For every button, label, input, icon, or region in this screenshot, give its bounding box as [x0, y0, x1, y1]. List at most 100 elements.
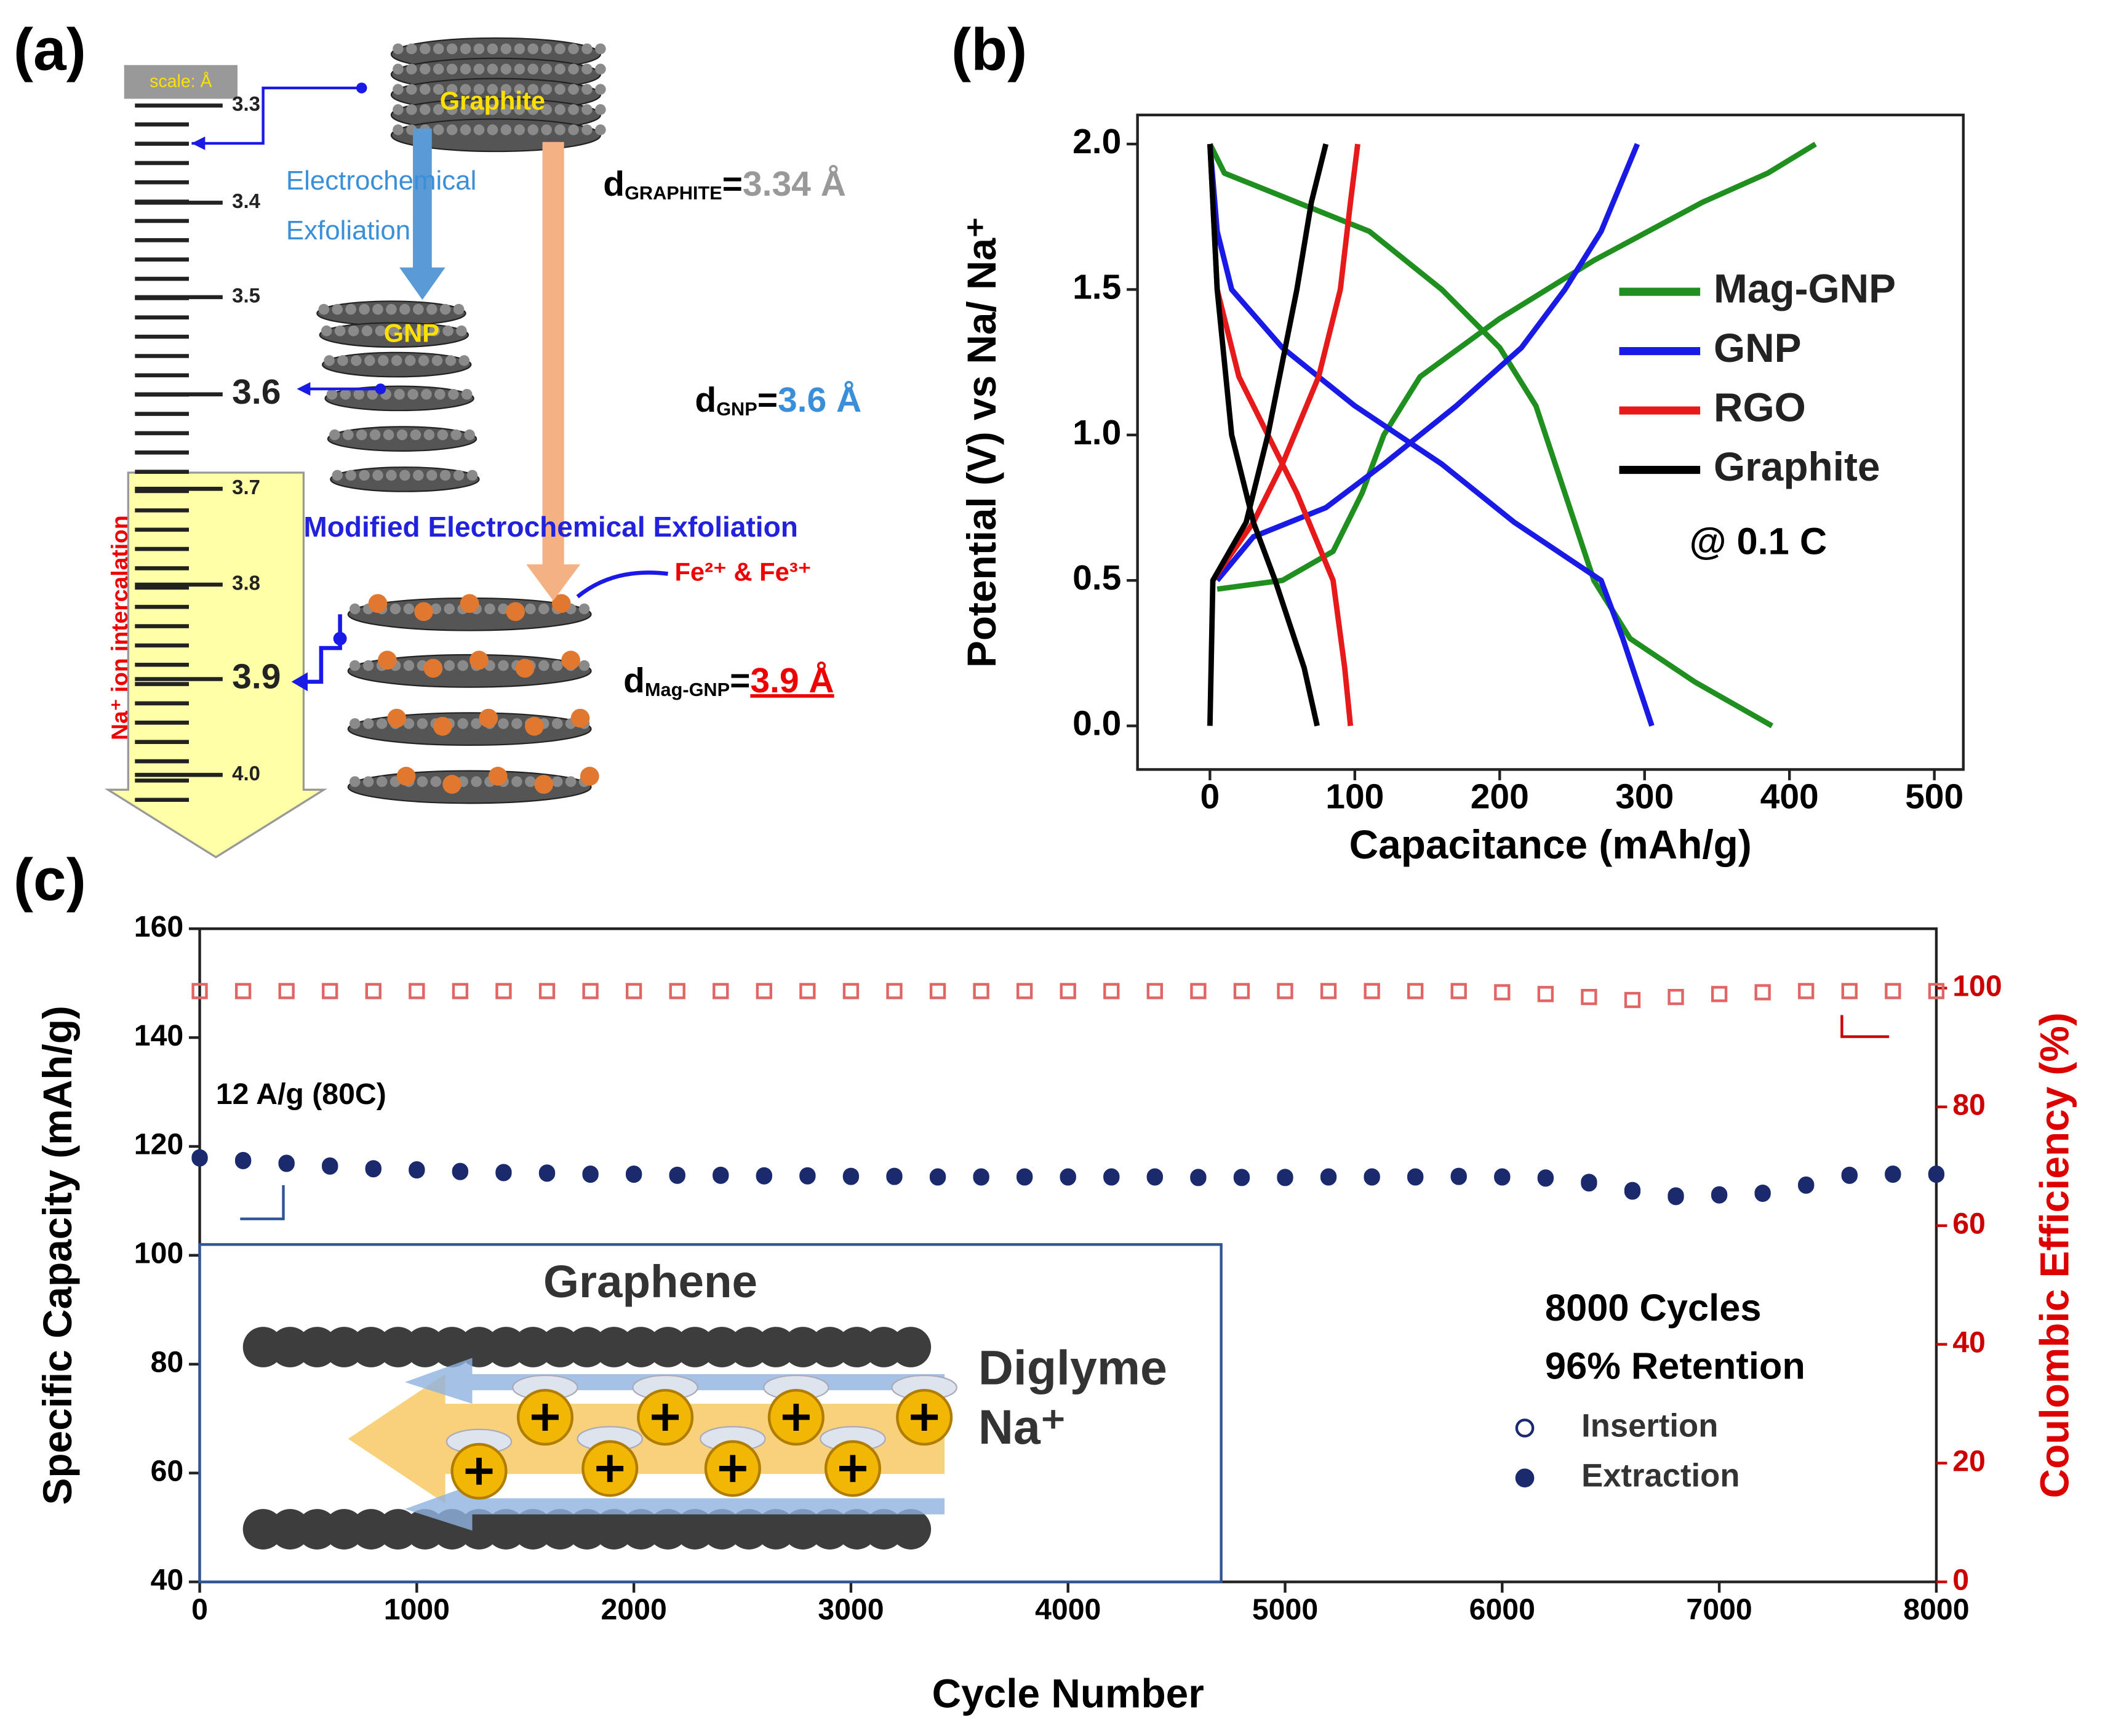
charts: 0 100 200 300 400 5000.00.51.01.52.0Capacitan…: [34, 113, 2077, 1716]
atom: [439, 303, 451, 315]
point: [1103, 1169, 1120, 1186]
point: [1885, 1166, 1901, 1183]
iron-ion: [378, 650, 397, 670]
atom: [437, 429, 449, 441]
point: [1494, 1169, 1511, 1186]
atom: [332, 470, 343, 481]
d: d: [603, 164, 625, 204]
atom: [372, 470, 383, 481]
atom: [362, 718, 374, 729]
point: [1494, 984, 1511, 1001]
atom: [541, 124, 552, 135]
point: [234, 983, 252, 999]
atom: [473, 63, 485, 75]
iron-ion: [534, 775, 554, 794]
atom: [378, 355, 389, 366]
pointer: [576, 570, 668, 599]
atom: [498, 718, 509, 729]
atom: [554, 84, 565, 95]
x-tick-label: 1000: [384, 1593, 450, 1626]
atom: [525, 603, 536, 615]
atom: [450, 429, 461, 441]
legend-label: Insertion: [1581, 1407, 1718, 1444]
atom: [403, 603, 415, 615]
atom: [359, 303, 370, 315]
atom: [541, 84, 552, 95]
atom: [446, 84, 458, 95]
atom: [418, 355, 429, 366]
pointer-dot: [333, 631, 347, 646]
point: [365, 983, 381, 999]
x-tick-label: 0: [191, 1593, 208, 1626]
atom: [538, 660, 549, 671]
point: [886, 1169, 903, 1185]
atom: [581, 104, 593, 115]
pointer-dot: [375, 383, 386, 394]
atom: [581, 124, 593, 135]
atom: [595, 43, 606, 55]
iron-ion: [469, 650, 489, 670]
iron-ion: [423, 658, 443, 678]
d-sub: GNP: [716, 398, 757, 420]
atom: [487, 104, 498, 115]
pointer-dot: [356, 82, 367, 94]
atom: [372, 303, 383, 315]
y-tick-label: 0.0: [1072, 704, 1121, 743]
iron-ion: [433, 716, 452, 736]
y-tick-label: 80: [151, 1346, 184, 1379]
point: [1017, 983, 1033, 999]
atom: [453, 303, 465, 315]
point: [756, 983, 772, 999]
atom: [367, 389, 378, 400]
x-tick-label: 7000: [1686, 1593, 1752, 1626]
point: [1146, 1169, 1163, 1186]
atom: [340, 389, 351, 400]
equals: =: [730, 661, 750, 700]
atom: [433, 43, 444, 55]
atom: [500, 84, 512, 95]
plus: [782, 1404, 810, 1431]
iron-ion: [387, 708, 407, 728]
atom: [460, 124, 471, 135]
y2-tick-label: 100: [1952, 969, 2002, 1002]
atom: [538, 603, 549, 615]
point: [409, 983, 425, 999]
x-tick-label: 300: [1615, 777, 1674, 817]
atom: [402, 325, 413, 337]
atom: [460, 63, 471, 75]
atom: [487, 124, 498, 135]
atom: [345, 470, 356, 481]
atom: [337, 355, 348, 366]
atom: [433, 63, 444, 75]
point: [1233, 1170, 1250, 1186]
point: [191, 1150, 208, 1167]
atom: [448, 389, 459, 400]
atom: [430, 776, 442, 787]
d-value: 3.9 Å: [750, 661, 834, 700]
atom: [349, 776, 361, 787]
atom: [375, 325, 386, 337]
atom: [554, 104, 565, 115]
atom: [487, 84, 498, 95]
legend-label: GNP: [1714, 325, 1802, 370]
atom: [500, 63, 512, 75]
atom: [487, 63, 498, 75]
atom: [420, 84, 431, 95]
line: [1207, 143, 1655, 727]
layer-stacks: [316, 37, 606, 804]
sheet: [347, 770, 592, 804]
iron-ion: [525, 716, 544, 736]
atom: [527, 124, 538, 135]
d-sub: GRAPHITE: [625, 182, 722, 204]
atom: [514, 124, 525, 135]
atom: [565, 776, 577, 787]
point: [1320, 983, 1337, 999]
point: [886, 983, 903, 999]
atom: [386, 470, 397, 481]
point: [1103, 983, 1120, 999]
atom: [568, 104, 579, 115]
atom: [426, 470, 437, 481]
atom: [433, 124, 444, 135]
iron-ion: [479, 708, 498, 728]
atom: [413, 470, 424, 481]
